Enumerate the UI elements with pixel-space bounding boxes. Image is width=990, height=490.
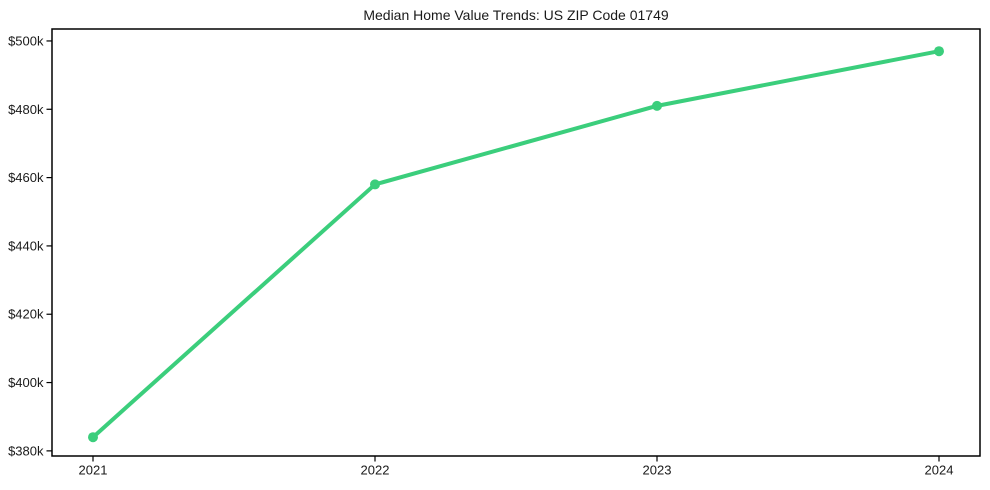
x-tick-label: 2022: [361, 463, 390, 478]
y-tick-label: $440k: [8, 238, 44, 253]
x-tick-label: 2023: [643, 463, 672, 478]
data-point-marker-2024: [934, 46, 944, 57]
plot-border: [51, 28, 981, 457]
y-tick-label: $400k: [8, 375, 44, 390]
chart-title: Median Home Value Trends: US ZIP Code 01…: [363, 7, 669, 23]
y-tick-label: $500k: [8, 33, 44, 48]
data-point-marker-2022: [370, 179, 380, 190]
x-tick-label: 2024: [925, 463, 954, 478]
data-point-marker-2021: [88, 432, 98, 443]
y-tick-label: $480k: [8, 102, 44, 117]
y-tick-label: $460k: [8, 170, 44, 185]
x-tick-label: 2021: [79, 463, 108, 478]
data-point-marker-2023: [652, 100, 662, 111]
y-tick-label: $380k: [8, 443, 44, 458]
y-tick-label: $420k: [8, 307, 44, 322]
series-line: [91, 49, 941, 440]
